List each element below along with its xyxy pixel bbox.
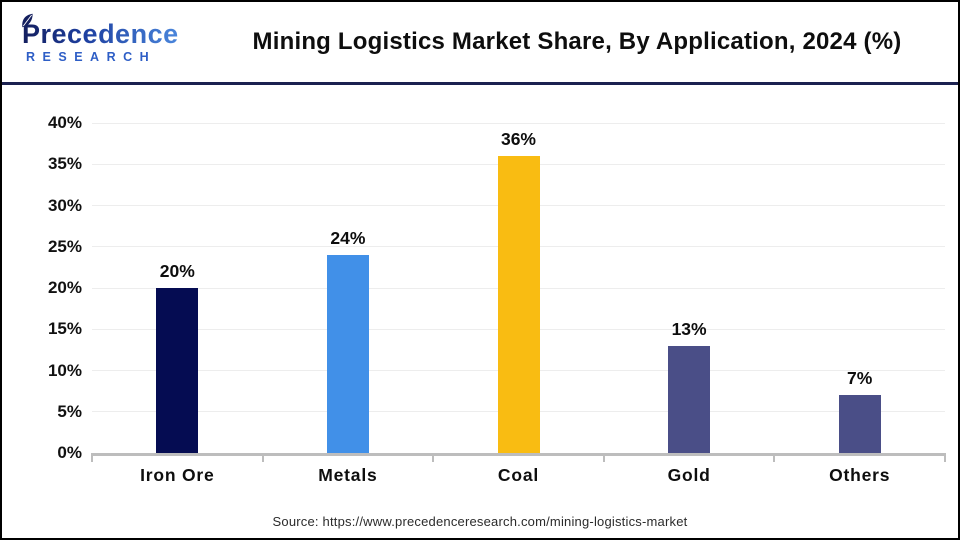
x-axis-tick-0	[91, 453, 93, 462]
value-label-coal: 36%	[500, 129, 536, 149]
y-tick-label-35: 35%	[47, 154, 82, 174]
bar-gold	[668, 345, 711, 453]
leaf-icon	[22, 13, 33, 28]
x-axis-line	[92, 453, 945, 456]
y-tick-label-40: 40%	[47, 113, 82, 132]
y-tick-label-5: 5%	[57, 401, 82, 421]
brand-row: Precedence	[22, 13, 210, 49]
value-label-iron-ore: 20%	[159, 261, 195, 281]
x-axis-labels: Iron Ore Metals Coal Gold Others	[92, 465, 945, 491]
value-label-metals: 24%	[330, 228, 366, 248]
y-tick-label-25: 25%	[47, 236, 82, 256]
y-tick-label-20: 20%	[47, 278, 82, 297]
bar-iron-ore	[156, 288, 199, 453]
y-tick-label-0: 0%	[57, 443, 82, 462]
y-tick-label-15: 15%	[47, 319, 82, 339]
x-axis-tick-2	[432, 453, 435, 462]
precedence-research-logo: Precedence RESEARCH	[2, 13, 210, 64]
value-label-others: 7%	[847, 368, 873, 389]
bar-coal	[497, 156, 540, 453]
chart-area: 0% 5% 10% 15% 20% 25% 30% 35% 40% 20% 24% 36% 13% 7%…	[2, 88, 958, 538]
x-axis-tick-5	[944, 453, 946, 462]
x-axis-tick-3	[602, 453, 605, 462]
x-label-metals: Metals	[318, 465, 378, 485]
x-label-others: Others	[829, 465, 891, 485]
brand-subtitle: RESEARCH	[26, 49, 157, 64]
source-attribution: Source: https://www.precedenceresearch.c…	[272, 514, 688, 529]
bar-others	[838, 395, 881, 453]
x-label-coal: Coal	[497, 465, 540, 485]
brand-name: Precedence	[22, 18, 179, 49]
y-tick-label-10: 10%	[47, 360, 82, 380]
y-axis: 0% 5% 10% 15% 20% 25% 30% 35% 40%	[2, 113, 82, 462]
header: Precedence RESEARCH Mining Logistics Mar…	[2, 2, 958, 85]
value-label-gold: 13%	[671, 318, 707, 339]
x-label-iron-ore: Iron Ore	[140, 465, 215, 485]
x-axis-tick-1	[261, 453, 264, 462]
y-tick-label-30: 30%	[47, 195, 82, 215]
gridline-40	[92, 122, 945, 124]
chart-title: Mining Logistics Market Share, By Applic…	[252, 28, 902, 55]
x-axis-tick-4	[773, 453, 776, 462]
x-label-gold: Gold	[667, 465, 711, 485]
plot-area: 20% 24% 36% 13% 7%	[91, 122, 946, 462]
bar-metals	[326, 255, 369, 453]
